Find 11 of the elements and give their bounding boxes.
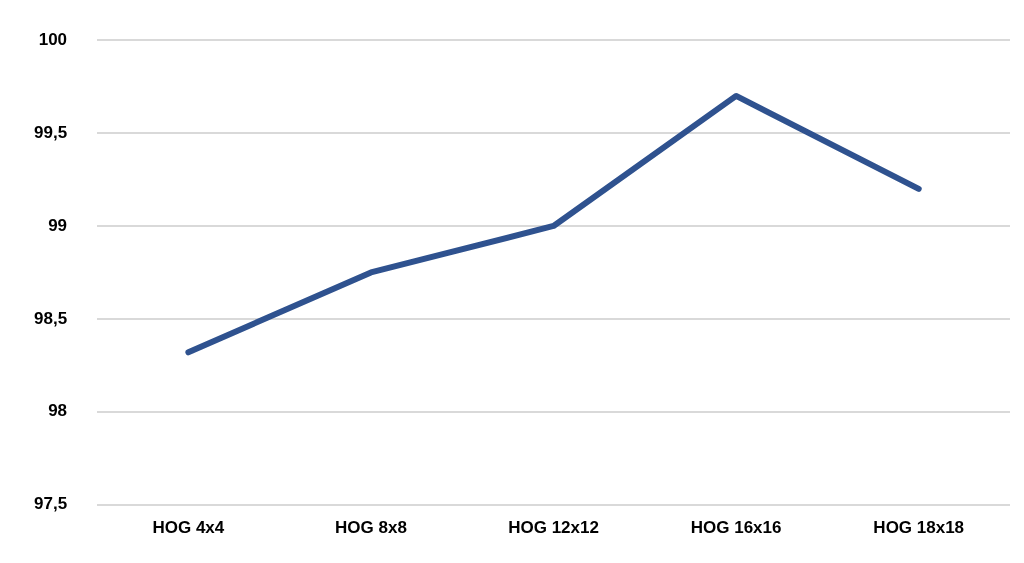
x-tick-label: HOG 4x4 (152, 518, 225, 538)
y-tick-label: 100 (38, 29, 68, 49)
y-tick-label: 98 (48, 401, 68, 421)
x-tick-label: HOG 12x12 (508, 518, 599, 538)
x-tick-label: HOG 16x16 (690, 518, 782, 538)
x-tick-label: HOG 8x8 (335, 518, 407, 538)
y-tick-label: 98,5 (33, 308, 68, 328)
y-tick-label: 99,5 (33, 122, 68, 142)
y-tick-label: 97,5 (33, 494, 68, 514)
x-tick-label: HOG 18x18 (873, 518, 965, 538)
y-tick-label: 99 (48, 215, 68, 235)
